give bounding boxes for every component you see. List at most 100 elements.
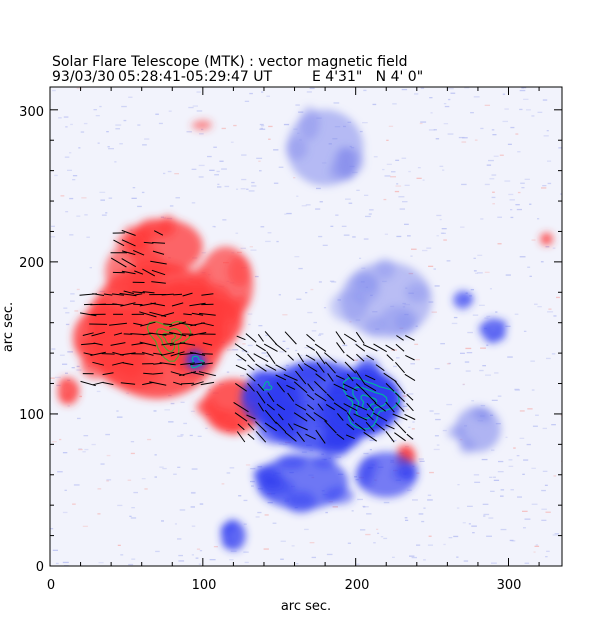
field-vector [373,343,387,353]
noise-speck [465,347,472,350]
noise-speck [460,352,465,354]
positive-region-8-lobe [543,233,547,239]
noise-speck [188,106,194,109]
noise-speck [132,187,136,189]
field-vector [362,344,378,352]
positive-region-6-lobe [71,384,79,397]
noise-speck [91,443,96,446]
negative-region-6-lobe [458,437,475,454]
noise-speck [198,176,204,178]
noise-speck [267,502,273,504]
noise-speck [433,129,437,131]
field-vector [112,303,124,306]
noise-speck [542,470,548,472]
noise-speck [433,448,440,451]
noise-speck [83,122,88,125]
noise-speck [141,191,145,194]
field-vector [375,423,386,431]
noise-speck [120,554,124,556]
y-tick-label-100: 100 [19,408,44,423]
noise-speck [241,350,247,352]
noise-speck [76,215,81,217]
positive-region-9-lobe [190,123,198,127]
field-vector [305,354,316,361]
noise-speck [191,525,196,527]
field-vector [169,321,187,328]
noise-speck [79,395,82,398]
noise-speck [207,155,212,158]
positive-region-2-lobe [77,337,102,354]
noise-speck [318,281,322,283]
noise-speck [323,307,327,309]
y-tick-label-200: 200 [19,256,44,271]
field-vector [171,302,184,307]
subtitle-date: 93/03/30 [52,69,115,85]
noise-speck [453,316,458,319]
noise-speck [293,177,296,179]
noise-speck [96,390,101,393]
noise-speck [384,175,391,177]
noise-speck [283,123,290,126]
noise-speck [158,122,163,125]
noise-speck [128,563,134,566]
field-vector [255,421,267,433]
noise-speck [272,522,277,524]
noise-speck [307,311,313,314]
field-vector [313,412,328,422]
field-vector [266,351,276,365]
noise-speck [545,511,551,513]
noise-speck [461,183,467,186]
field-vector [247,433,255,440]
noise-speck [240,375,245,377]
field-vector [113,332,123,336]
noise-speck [67,351,73,353]
negative-region-3-lobe [277,454,306,470]
noise-speck [54,376,61,379]
noise-speck [76,288,80,291]
noise-speck [423,507,426,509]
noise-speck [436,214,442,217]
noise-speck [347,542,351,544]
noise-speck [221,483,225,485]
noise-speck [97,488,102,490]
noise-speck [384,233,388,235]
noise-speck [278,443,284,445]
noise-speck [426,247,432,249]
noise-speck [533,551,536,553]
field-vector [153,362,163,365]
noise-speck [72,179,76,181]
noise-speck [59,438,62,441]
positive-region-9-lobe [199,126,204,131]
noise-speck [435,418,441,421]
noise-speck [62,511,68,514]
field-vector [293,423,308,431]
field-vector [110,257,127,268]
noise-speck [296,195,299,197]
field-vector [275,364,287,371]
noise-speck [213,546,218,548]
field-vector [190,362,205,366]
noise-speck [409,555,415,557]
negative-polarity-layer [186,106,508,551]
noise-speck [446,260,451,262]
noise-speck [368,213,372,215]
noise-speck [375,349,380,351]
noise-speck [70,123,73,126]
noise-speck [546,357,551,360]
noise-speck [448,537,453,539]
noise-speck [105,212,108,214]
noise-speck [213,146,217,148]
negative-region-2-lobe [272,377,296,389]
noise-speck [59,354,65,356]
noise-speck [67,405,70,407]
field-vector [287,354,294,361]
noise-speck [284,213,287,215]
noise-speck [393,365,397,368]
noise-speck [65,211,69,213]
noise-speck [76,365,80,368]
noise-speck [535,544,538,546]
noise-speck [315,208,321,210]
noise-speck [168,421,174,423]
positive-region-6-lobe [66,394,73,403]
noise-speck [461,141,467,143]
